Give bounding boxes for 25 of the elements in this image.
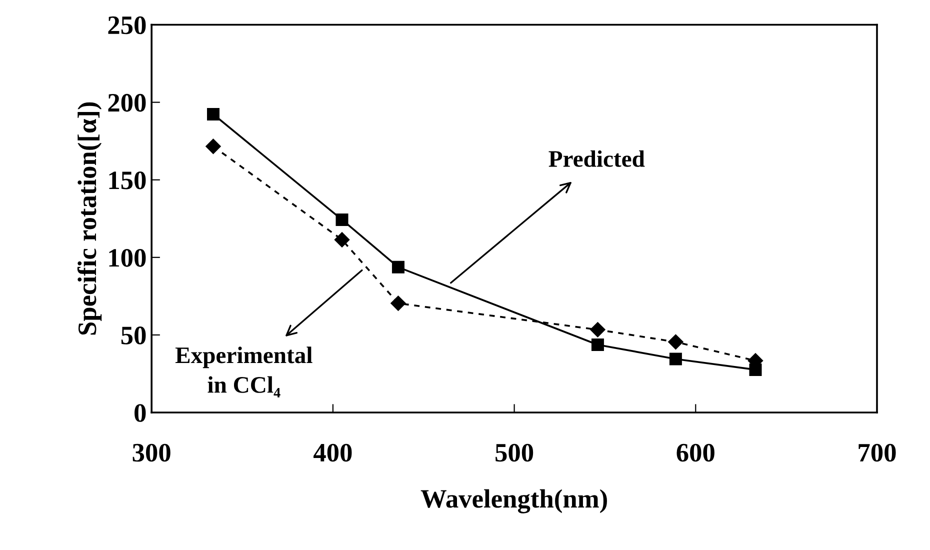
x-tick-label: 600 (676, 444, 714, 462)
y-tick-label: 250 (108, 16, 146, 34)
point (207, 108, 220, 120)
point (668, 334, 684, 350)
y-axis-title: Specific rotation([α]) (77, 102, 102, 335)
y-tick-label: 50 (121, 326, 146, 344)
x-axis-title: Wavelength(nm) (420, 489, 607, 514)
point (336, 213, 348, 226)
point (392, 260, 404, 274)
x-tick-label: 700 (858, 444, 896, 462)
annotation: Predicted (548, 150, 645, 167)
y-tick-label: 100 (109, 249, 146, 267)
point (390, 296, 406, 311)
y-tick-label: 150 (109, 171, 146, 190)
x-tick-label: 500 (496, 444, 534, 462)
point (590, 322, 606, 338)
annotation: Experimental in CCl₄ (175, 346, 312, 398)
x-tick-label: 300 (132, 444, 170, 462)
point (206, 138, 221, 154)
point (334, 232, 350, 248)
point (669, 352, 682, 366)
x-tick-label: 400 (314, 444, 352, 462)
y-tick-label: 200 (108, 94, 146, 112)
y-tick-label: 0 (134, 404, 146, 422)
point (591, 338, 604, 351)
